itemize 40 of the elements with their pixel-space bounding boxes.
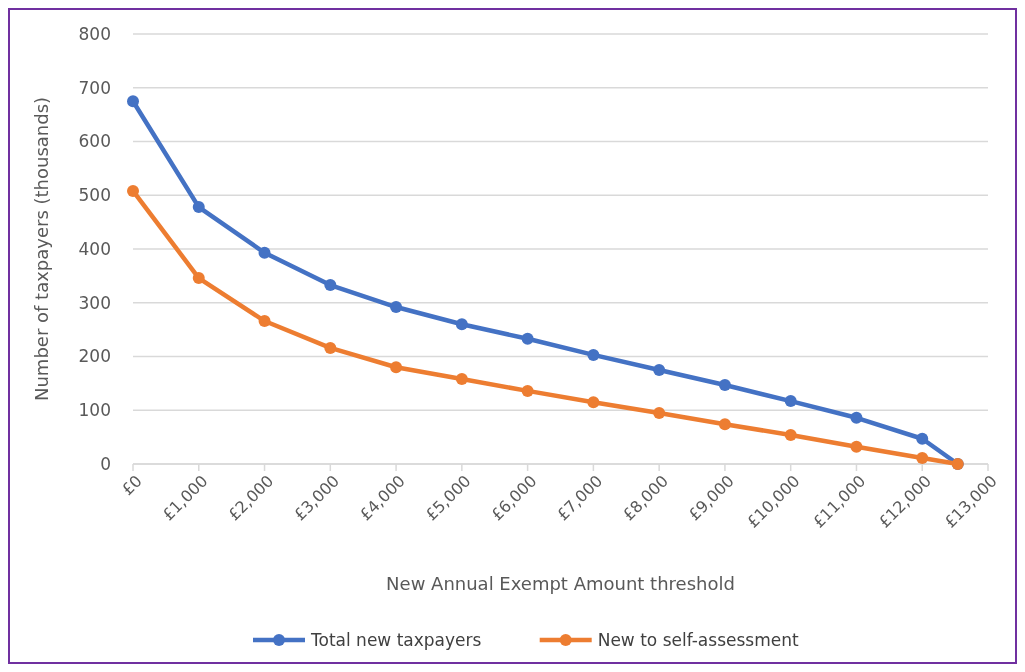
- legend-label: Total new taxpayers: [310, 629, 482, 650]
- y-tick-label: 600: [78, 131, 111, 152]
- point: [718, 378, 731, 391]
- y-axis-title: Number of taxpayers (thousands): [31, 96, 52, 402]
- y-tick-label: 300: [78, 292, 111, 313]
- point: [127, 184, 139, 197]
- y-tick-label: 500: [78, 185, 111, 206]
- point: [455, 318, 468, 331]
- y-tick-label: 200: [78, 346, 111, 367]
- point: [390, 361, 403, 374]
- point: [850, 440, 863, 453]
- point: [916, 432, 929, 445]
- point: [324, 279, 337, 292]
- point: [521, 332, 534, 345]
- point: [127, 95, 139, 108]
- point: [258, 315, 271, 328]
- point: [521, 384, 534, 397]
- point: [784, 428, 797, 441]
- point: [784, 395, 797, 408]
- point: [587, 348, 600, 361]
- legend-label: New to self-assessment: [597, 629, 799, 650]
- point: [850, 411, 863, 424]
- point: [258, 246, 271, 259]
- y-tick-label: 0: [100, 453, 111, 474]
- point: [718, 418, 731, 431]
- point: [916, 452, 929, 465]
- point: [192, 272, 205, 285]
- point: [455, 373, 468, 386]
- point: [390, 301, 403, 314]
- point: [192, 201, 205, 214]
- y-tick-label: 800: [78, 23, 111, 44]
- y-tick-label: 700: [78, 77, 111, 98]
- point: [653, 363, 666, 376]
- y-tick-label: 400: [78, 238, 111, 259]
- y-tick-label: 100: [78, 400, 111, 421]
- x-tick-label: £0: [117, 471, 146, 500]
- point: [587, 396, 600, 409]
- point: [324, 341, 337, 354]
- point: [653, 406, 666, 419]
- x-axis-title: New Annual Exempt Amount threshold: [386, 573, 735, 594]
